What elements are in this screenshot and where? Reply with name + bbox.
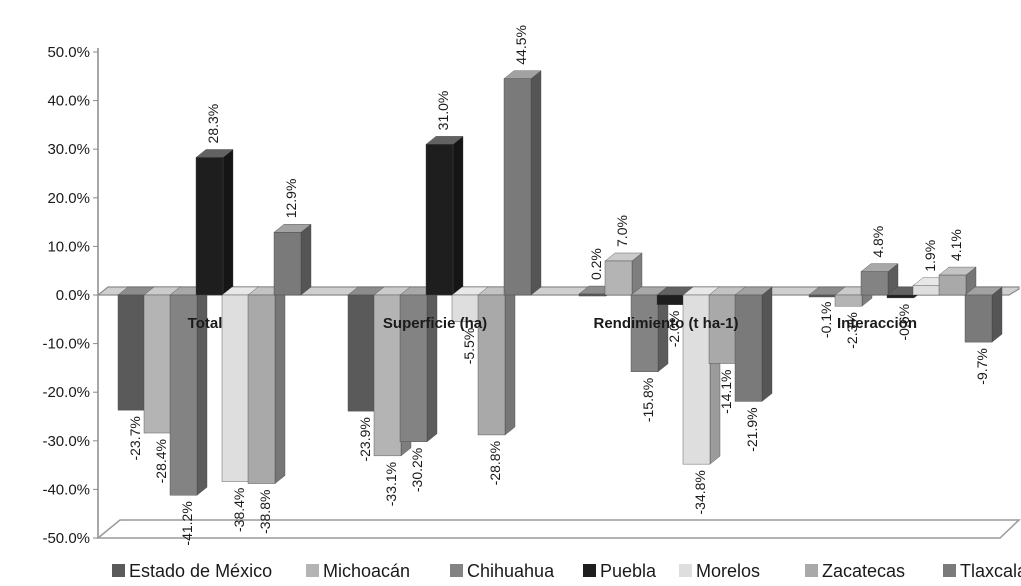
bar xyxy=(503,70,542,296)
data-label: -5.5% xyxy=(461,328,477,365)
legend-swatch xyxy=(679,564,692,577)
legend-swatch xyxy=(450,564,463,577)
bar xyxy=(273,223,312,296)
data-label: -0.6% xyxy=(896,304,912,341)
data-label: 4.1% xyxy=(948,229,964,261)
bars-layer xyxy=(117,70,1003,496)
data-label: -15.8% xyxy=(640,378,656,422)
y-tick-label: 50.0% xyxy=(47,44,90,61)
data-label: -23.7% xyxy=(127,416,143,460)
legend-label: Michoacán xyxy=(323,561,410,581)
data-label: -23.9% xyxy=(357,417,373,461)
data-label: 31.0% xyxy=(435,91,451,131)
data-label: -30.2% xyxy=(409,448,425,492)
data-label: -38.8% xyxy=(257,490,273,534)
bar xyxy=(425,135,464,296)
legend-label: Puebla xyxy=(600,561,657,581)
data-label: 28.3% xyxy=(205,104,221,144)
labels-layer: -23.7% -23.9% 0.2% -0.1% -28.4% -33.1% 7.0% -2.… xyxy=(127,25,990,546)
y-tick-label: -10.0% xyxy=(42,336,90,353)
data-label: -14.1% xyxy=(718,370,734,414)
legend-label: Tlaxcala xyxy=(960,561,1021,581)
data-label: -33.1% xyxy=(383,462,399,506)
data-label: -41.2% xyxy=(179,501,195,545)
legend-label: Morelos xyxy=(696,561,760,581)
data-label: -0.1% xyxy=(818,301,834,338)
legend-label: Estado de México xyxy=(129,561,272,581)
data-label: -38.4% xyxy=(231,488,247,532)
bar xyxy=(195,149,234,296)
y-tick-label: -30.0% xyxy=(42,433,90,450)
y-tick-label: 0.0% xyxy=(56,287,90,304)
y-tick-label: 10.0% xyxy=(47,238,90,255)
legend-item: Tlaxcala xyxy=(943,561,1021,581)
data-label: -21.9% xyxy=(744,407,760,451)
bar xyxy=(734,286,773,402)
bar xyxy=(938,266,977,296)
y-tick-label: -50.0% xyxy=(42,530,90,547)
data-label: 0.2% xyxy=(588,248,604,280)
data-label: 1.9% xyxy=(922,240,938,272)
legend-label: Chihuahua xyxy=(467,561,555,581)
y-tick-label: 30.0% xyxy=(47,141,90,158)
bar xyxy=(247,286,286,484)
axis-layer: 50.0% 40.0% 30.0% 20.0% 10.0% 0.0% -10.0% -20.0… xyxy=(42,44,1021,547)
data-label: -28.4% xyxy=(153,439,169,483)
legend-swatch xyxy=(805,564,818,577)
legend-item: Zacatecas xyxy=(805,561,905,581)
legend-item: Estado de México xyxy=(112,561,272,581)
legend-item: Morelos xyxy=(679,561,760,581)
legend-swatch xyxy=(583,564,596,577)
legend-swatch xyxy=(943,564,956,577)
legend-item: Chihuahua xyxy=(450,561,555,581)
legend-label: Zacatecas xyxy=(822,561,905,581)
y-tick-label: -40.0% xyxy=(42,481,90,498)
bar xyxy=(477,286,516,436)
category-label: Interacción xyxy=(837,315,917,332)
data-label: -2.0% xyxy=(666,311,682,348)
chart-floor xyxy=(95,519,1021,539)
data-label: 7.0% xyxy=(614,215,630,247)
category-label: Superficie (ha) xyxy=(383,315,487,332)
data-label: -34.8% xyxy=(692,470,708,514)
bar xyxy=(630,286,669,373)
data-label: 4.8% xyxy=(870,226,886,258)
bar xyxy=(399,286,438,443)
category-label: Rendimiento (t ha-1) xyxy=(594,315,739,332)
bar xyxy=(169,286,208,496)
category-label: Total xyxy=(188,315,223,332)
legend-swatch xyxy=(112,564,125,577)
legend-item: Michoacán xyxy=(306,561,410,581)
data-label: -9.7% xyxy=(974,348,990,385)
y-tick-label: -20.0% xyxy=(42,384,90,401)
data-label: 44.5% xyxy=(513,25,529,65)
bar xyxy=(860,263,899,296)
y-tick-label: 40.0% xyxy=(47,93,90,110)
data-label: 12.9% xyxy=(283,179,299,219)
legend-item: Puebla xyxy=(583,561,657,581)
bar xyxy=(964,286,1003,343)
bar xyxy=(604,252,643,296)
legend-swatch xyxy=(306,564,319,577)
data-label: -28.8% xyxy=(487,441,503,485)
y-tick-label: 20.0% xyxy=(47,190,90,207)
data-label: -2.3% xyxy=(844,312,860,349)
legend: Estado de México Michoacán Chihuahua Puebla… xyxy=(112,561,1021,581)
